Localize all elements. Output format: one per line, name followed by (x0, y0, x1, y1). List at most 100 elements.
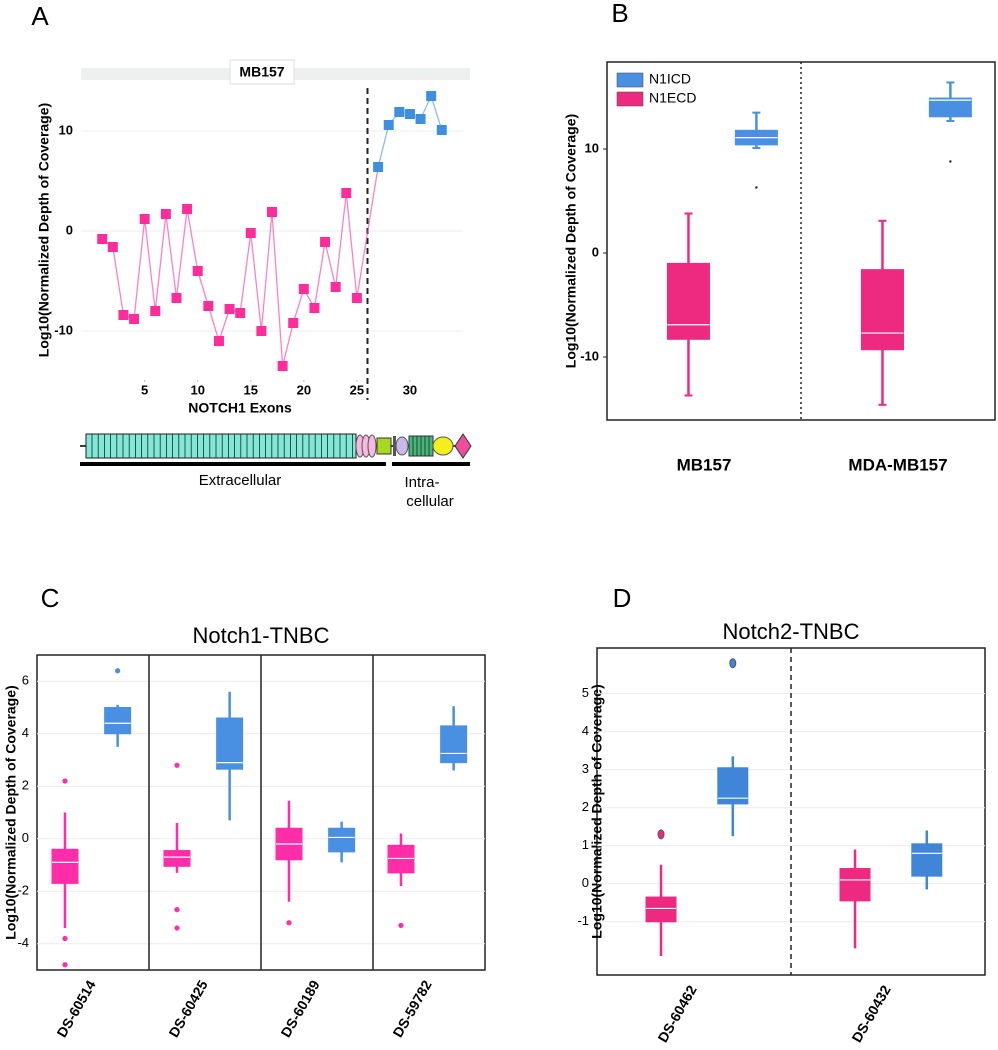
x-tick-label: DS-59782 (389, 977, 434, 1040)
outlier (62, 962, 68, 968)
x-axis-label: NOTCH1 Exons (188, 400, 292, 416)
point (182, 204, 193, 214)
tad (432, 436, 454, 456)
box (216, 717, 244, 770)
chart-title: Notch2-TNBC (723, 619, 860, 644)
y-tick-label: -10 (580, 348, 599, 363)
point (150, 306, 161, 316)
point (426, 91, 437, 101)
point (373, 162, 384, 172)
x-tick-label: 30 (403, 382, 417, 397)
box (911, 843, 943, 877)
y-tick-label: 0 (582, 875, 589, 890)
box (51, 848, 79, 884)
hd-domain (376, 437, 392, 455)
box (839, 868, 871, 902)
outlier (174, 762, 180, 768)
egf-stripes (91, 434, 353, 458)
annotation: Intra- (404, 474, 439, 491)
point (436, 125, 447, 135)
point (245, 228, 256, 238)
legend-swatch (616, 91, 644, 107)
point (224, 304, 235, 314)
point (267, 207, 277, 217)
x-tick-label: MB157 (677, 455, 732, 474)
domain-diagram: Extracellular Intra- cellular (80, 433, 472, 510)
point (394, 107, 405, 117)
box (645, 896, 677, 923)
y-tick-label: 0 (592, 244, 599, 259)
point (383, 120, 394, 130)
point (288, 318, 299, 328)
outlier (398, 922, 404, 928)
x-tick-label: 5 (141, 382, 148, 397)
x-tick-label: DS-60189 (277, 977, 322, 1040)
box (387, 844, 415, 874)
panel-letter: C (41, 583, 60, 613)
outlier (115, 668, 121, 674)
y-tick-label: 10 (59, 122, 73, 137)
panel-letter: A (31, 1, 49, 31)
point (309, 303, 320, 313)
outlier (62, 935, 68, 942)
point (404, 109, 415, 119)
panel-letter: B (611, 0, 628, 28)
outlier (949, 160, 952, 163)
point (192, 266, 203, 276)
y-tick-label: 4 (22, 725, 29, 740)
point (171, 293, 182, 303)
title-tab (229, 59, 295, 85)
legend-swatch (616, 72, 644, 88)
outlier (174, 907, 180, 913)
x-tick-label: 25 (350, 382, 364, 397)
x-tick-label: 15 (244, 382, 258, 397)
y-axis-label: Log10(Normalized Depth of Coverage) (563, 114, 579, 368)
point (256, 326, 267, 336)
panel-letter: D (613, 583, 632, 613)
x-tick-label: DS-60432 (848, 982, 893, 1045)
y-tick-label: -2 (17, 883, 29, 898)
x-tick-label: 20 (297, 382, 311, 397)
lnr (367, 434, 377, 458)
x-tick-label: MDA-MB157 (848, 455, 947, 474)
x-tick-label: 10 (190, 382, 204, 397)
egf-repeats (85, 433, 357, 459)
outlier (62, 778, 68, 784)
outlier (729, 658, 737, 669)
outlier (657, 829, 665, 840)
y-tick-label: 0 (66, 222, 73, 237)
y-tick-label: -10 (54, 322, 73, 337)
chart-title: Notch1-TNBC (193, 623, 330, 648)
box (104, 707, 132, 735)
point (107, 242, 118, 252)
chart-title: MB157 (239, 64, 284, 80)
y-axis-label: Log10(Normalized Depth of Coverage) (589, 684, 605, 938)
x-tick-label: DS-60462 (654, 982, 699, 1045)
y-tick-label: 3 (582, 761, 589, 776)
outlier (174, 925, 180, 931)
point (330, 282, 341, 292)
point (129, 314, 140, 324)
point (298, 284, 309, 294)
y-tick-label: 4 (582, 723, 589, 738)
box (860, 269, 904, 351)
annotation: cellular (406, 493, 454, 510)
point (213, 336, 224, 346)
y-tick-label: 6 (22, 673, 29, 688)
y-axis-label: Log10(Normalized Depth of Coverage) (3, 685, 19, 939)
box (666, 262, 710, 340)
outlier (286, 920, 292, 926)
ram (395, 436, 409, 456)
ankyrin-stripes (412, 436, 430, 456)
x-tick-label: DS-60425 (165, 977, 210, 1040)
y-tick-label: -4 (17, 935, 29, 950)
point (277, 361, 288, 371)
y-tick-label: 10 (585, 140, 599, 155)
y-tick-label: 2 (582, 799, 589, 814)
annotation: Extracellular (199, 472, 282, 489)
legend-label: N1ICD (649, 71, 691, 87)
point (97, 234, 108, 244)
connector (356, 166, 379, 299)
y-tick-label: -1 (577, 913, 589, 928)
